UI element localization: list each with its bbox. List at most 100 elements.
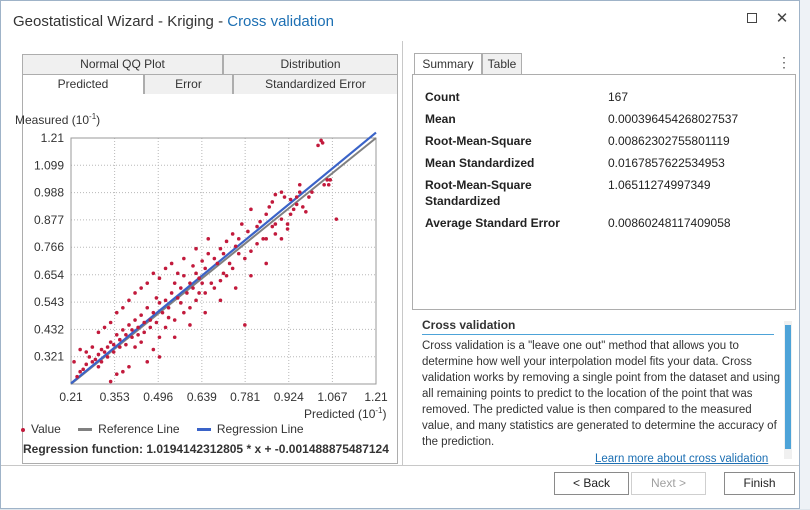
data-point	[133, 291, 137, 295]
data-point	[301, 205, 305, 209]
help-scrollbar-thumb[interactable]	[785, 325, 791, 449]
next-button[interactable]: Next >	[631, 472, 706, 495]
data-point	[154, 296, 159, 300]
data-point	[215, 261, 220, 266]
data-point	[111, 342, 116, 347]
summary-key: Root-Mean-Square	[425, 134, 532, 148]
data-point	[124, 342, 128, 347]
x-tick-label: 0.21	[59, 390, 83, 404]
data-point	[121, 369, 125, 374]
y-axis-close: )	[96, 113, 101, 127]
chart-legend: Value Reference Line Regression Line	[21, 422, 318, 436]
data-point	[294, 195, 299, 199]
reference-line-icon	[78, 428, 93, 432]
data-point	[127, 298, 131, 303]
finish-button[interactable]: Finish	[724, 472, 795, 495]
help-divider	[422, 334, 774, 335]
data-point	[212, 286, 217, 290]
close-icon: ✕	[775, 10, 789, 27]
data-point	[328, 178, 333, 182]
data-point	[270, 200, 275, 204]
data-point	[78, 369, 82, 374]
data-point	[84, 362, 89, 367]
value-marker-icon	[21, 427, 25, 432]
data-point	[282, 195, 287, 199]
data-point	[322, 182, 326, 187]
x-tick-label: 0.353	[100, 390, 130, 404]
data-point	[203, 310, 207, 315]
data-point	[145, 360, 150, 364]
data-point	[197, 276, 201, 281]
data-point	[224, 239, 229, 244]
data-point	[166, 305, 171, 310]
back-button[interactable]: < Back	[554, 472, 629, 495]
tab-summary[interactable]: Summary	[414, 53, 482, 75]
tab-table[interactable]: Table	[482, 53, 522, 75]
regression-line	[70, 131, 377, 385]
data-point	[151, 271, 156, 276]
data-point	[273, 232, 278, 236]
data-point	[203, 266, 207, 271]
legend-reference-label: Reference Line	[98, 422, 180, 436]
data-point	[175, 271, 180, 276]
data-point	[93, 357, 98, 362]
data-point	[307, 195, 311, 199]
data-point	[279, 190, 284, 194]
data-point	[108, 340, 113, 344]
data-point	[99, 360, 104, 364]
data-point	[118, 345, 122, 349]
tab-standardized-error[interactable]: Standardized Error	[233, 74, 398, 95]
window-title-prefix: Geostatistical Wizard - Kriging -	[13, 13, 228, 30]
data-point	[255, 241, 259, 246]
data-point	[200, 259, 204, 263]
x-axis-close: )	[382, 407, 387, 421]
y-axis-label-text: Measured (10	[15, 113, 90, 127]
data-point	[175, 296, 180, 300]
data-point	[90, 360, 95, 364]
data-point	[90, 345, 95, 349]
help-title: Cross validation	[422, 318, 516, 332]
data-point	[264, 261, 269, 266]
close-button[interactable]: ✕	[772, 10, 792, 28]
y-tick-label: 0.321	[34, 350, 64, 364]
more-options-icon[interactable]: ⋮	[777, 54, 791, 70]
maximize-button[interactable]	[742, 10, 762, 28]
data-point	[188, 323, 192, 327]
data-point	[258, 219, 262, 224]
data-point	[233, 286, 238, 290]
panel-divider[interactable]	[402, 41, 403, 465]
data-point	[179, 301, 183, 305]
data-point	[255, 224, 259, 229]
data-point	[288, 212, 293, 217]
data-point	[230, 232, 235, 236]
data-point	[243, 256, 247, 261]
data-point	[246, 229, 250, 234]
data-point	[325, 178, 330, 182]
data-point	[218, 278, 223, 283]
summary-key: Average Standard Error	[425, 216, 560, 230]
data-point	[224, 273, 229, 278]
y-tick-label: 0.877	[34, 213, 64, 227]
y-tick-label: 1.099	[34, 158, 64, 172]
data-point	[96, 364, 101, 369]
data-point	[114, 333, 119, 337]
data-point	[310, 190, 314, 194]
data-point	[102, 350, 107, 354]
data-point	[194, 298, 198, 303]
data-point	[96, 330, 101, 335]
data-point	[151, 310, 156, 315]
data-point	[236, 237, 241, 241]
learn-more-link[interactable]: Learn more about cross validation	[595, 453, 769, 465]
data-point	[297, 182, 302, 187]
legend-regression-label: Regression Line	[216, 422, 304, 436]
data-point	[105, 345, 110, 349]
data-point	[130, 328, 134, 332]
help-body: Cross validation is a "leave one out" me…	[422, 340, 780, 448]
data-point	[118, 337, 122, 342]
data-point	[191, 264, 195, 268]
data-point	[121, 328, 125, 332]
data-point	[72, 360, 76, 364]
data-point	[157, 335, 162, 340]
data-point	[191, 286, 195, 290]
